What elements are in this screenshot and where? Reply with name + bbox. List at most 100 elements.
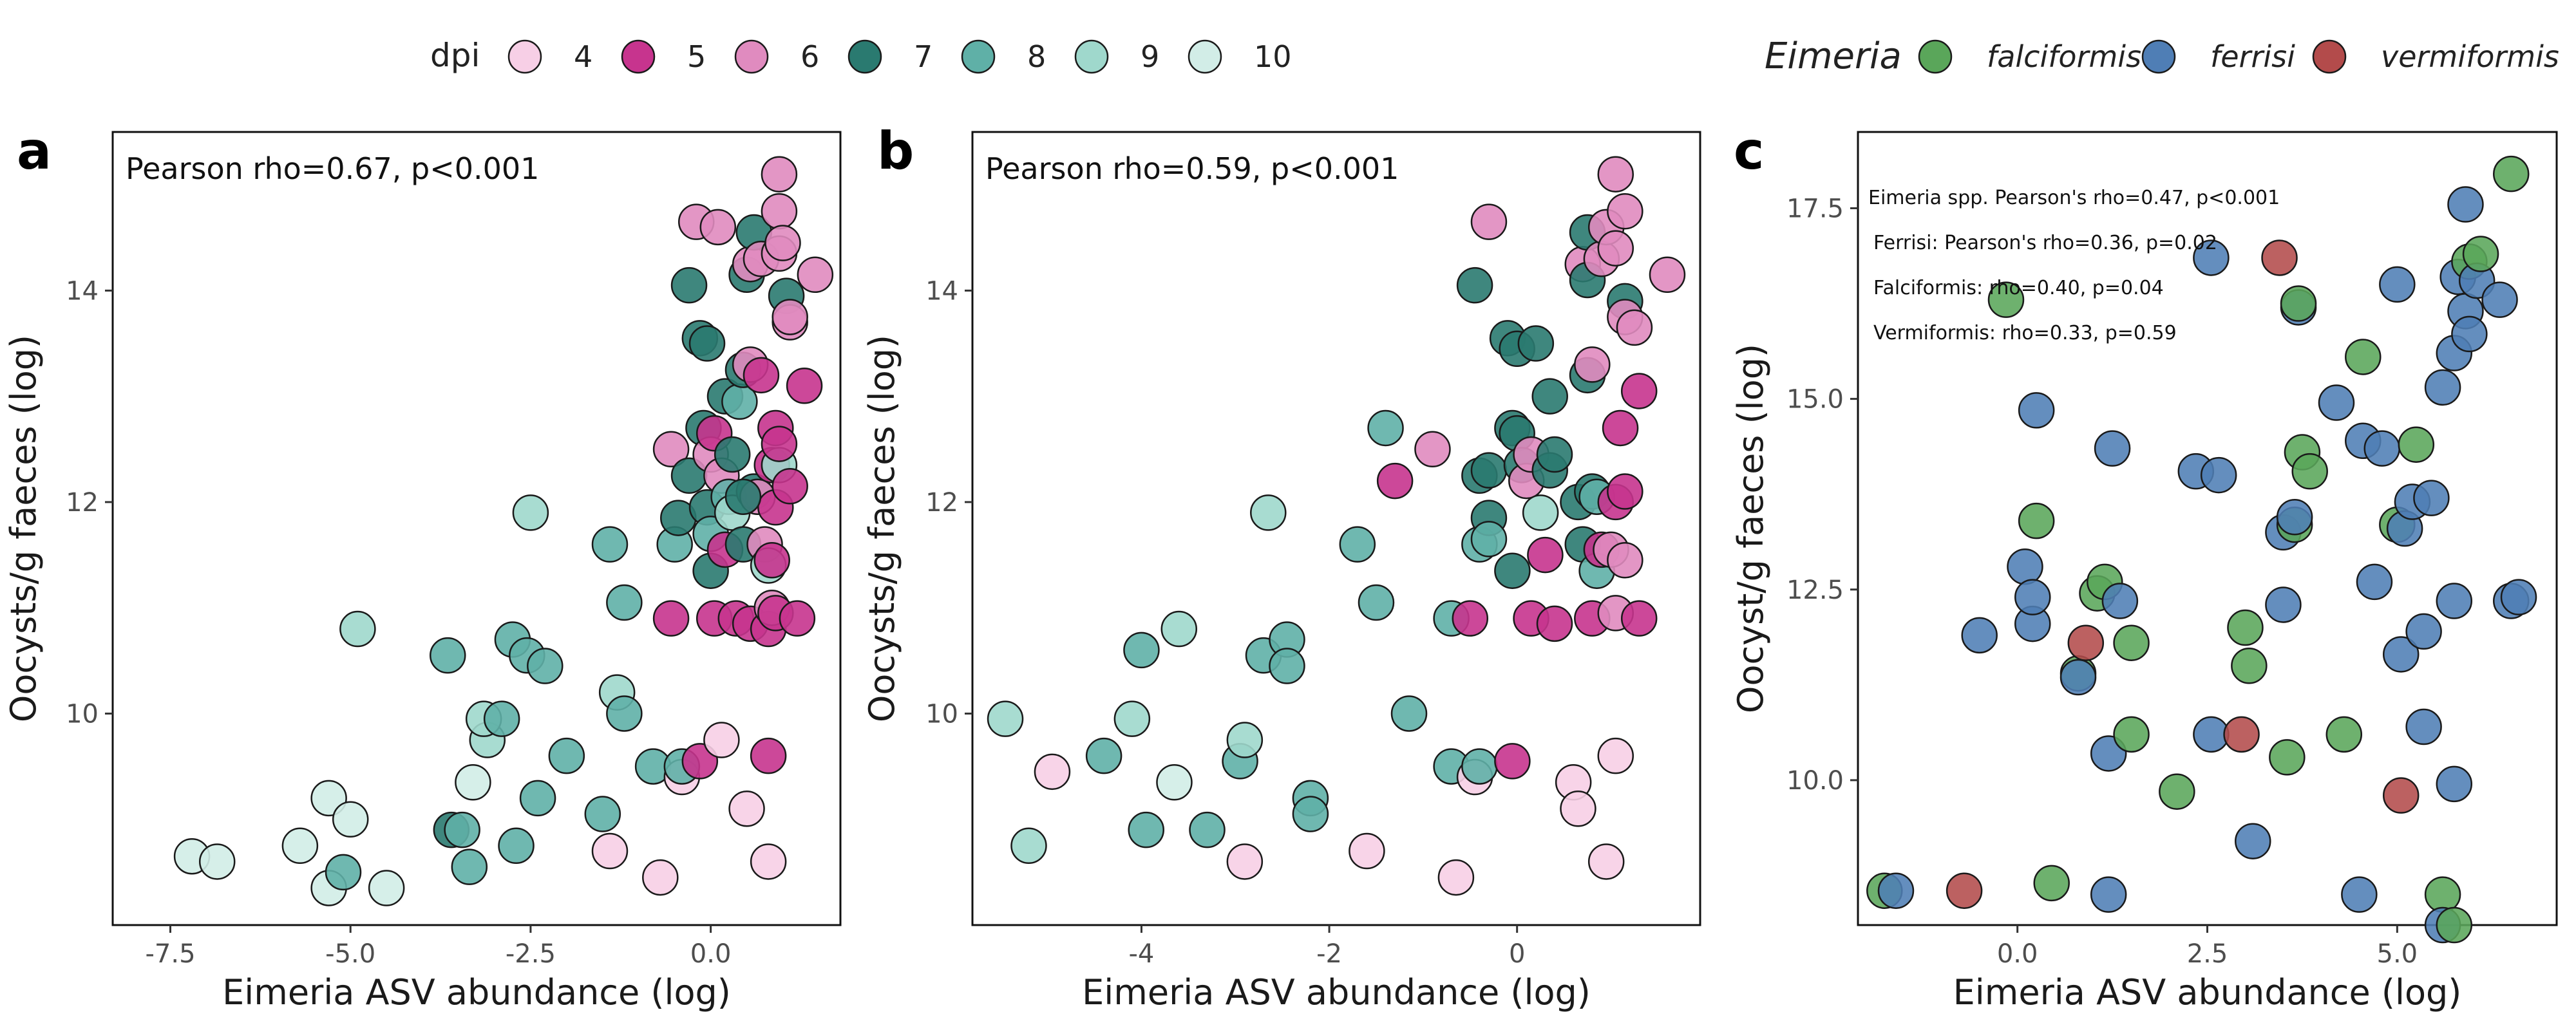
data-point-c bbox=[2413, 480, 2450, 516]
data-point-a bbox=[606, 584, 643, 621]
stat-annotation-line-c: Ferrisi: Pearson's rho=0.36, p=0.02 bbox=[1873, 232, 2217, 254]
data-point-a bbox=[591, 526, 629, 563]
data-point-b bbox=[1226, 722, 1264, 758]
data-point-a bbox=[750, 737, 787, 774]
panel-label-b: b bbox=[877, 121, 914, 181]
data-point-c bbox=[2424, 876, 2461, 913]
data-point-b bbox=[1085, 737, 1122, 774]
data-point-b bbox=[1620, 600, 1658, 637]
data-point-b bbox=[1536, 605, 1573, 642]
data-point-c bbox=[2447, 186, 2484, 223]
data-point-c bbox=[2014, 579, 2051, 615]
legend-dpi-label-5: 5 bbox=[687, 39, 706, 74]
x-tick-label-a: -7.5 bbox=[145, 939, 195, 969]
data-point-b bbox=[1536, 436, 1573, 473]
legend-eimeria-key-falciformis bbox=[1918, 39, 1953, 74]
data-point-b bbox=[1034, 753, 1071, 791]
data-point-a bbox=[483, 700, 520, 737]
data-point-b bbox=[1269, 648, 1305, 684]
y-tick-label-b: 12 bbox=[925, 488, 958, 518]
data-point-c bbox=[2067, 624, 2105, 661]
data-point-a bbox=[455, 763, 491, 801]
data-point-c bbox=[1987, 281, 2025, 318]
legend-dpi-label-6: 6 bbox=[800, 39, 819, 74]
data-point-c bbox=[2193, 716, 2230, 753]
panel-a-scatter: -7.5 -5.0 -2.5 0.0 10 12 14 Eimeria ASV abundan… bbox=[3, 131, 842, 1013]
x-axis-title-b: Eimeria ASV abundance (log) bbox=[1082, 972, 1591, 1013]
data-point-b bbox=[1597, 156, 1634, 192]
data-point-a bbox=[368, 870, 405, 906]
legend-eimeria: Eimeria falciformis ferrisi vermiformis bbox=[1765, 35, 2559, 77]
y-tick-label-b: 14 bbox=[925, 276, 958, 306]
data-point-c bbox=[2090, 876, 2127, 913]
data-point-b bbox=[1470, 521, 1508, 557]
data-point-c bbox=[2345, 339, 2382, 375]
legend-dpi: dpi 4 5 6 7 8 9 10 bbox=[430, 37, 1292, 74]
data-point-b bbox=[1367, 409, 1404, 447]
data-point-b bbox=[1620, 373, 1658, 409]
data-point-b bbox=[1128, 811, 1164, 848]
x-tick-label-a: -5.0 bbox=[325, 939, 375, 969]
data-point-a bbox=[591, 832, 629, 870]
data-point-b bbox=[1189, 811, 1226, 848]
data-point-c bbox=[2159, 773, 2195, 810]
legend-dpi-key-10 bbox=[1188, 39, 1222, 74]
data-point-b bbox=[1376, 462, 1414, 500]
data-point-c bbox=[2356, 563, 2393, 601]
data-point-a bbox=[703, 722, 740, 758]
legend-dpi-key-8 bbox=[961, 39, 996, 74]
legend-dpi-key-4 bbox=[507, 39, 542, 74]
data-point-b bbox=[1461, 748, 1498, 785]
data-point-c bbox=[2280, 285, 2317, 322]
data-point-b bbox=[1607, 542, 1643, 579]
data-point-c bbox=[2193, 239, 2230, 276]
data-point-b bbox=[1414, 431, 1451, 468]
data-point-a bbox=[429, 637, 466, 674]
data-point-b bbox=[1160, 610, 1198, 648]
data-point-c bbox=[2318, 384, 2355, 421]
data-point-c bbox=[2451, 315, 2488, 353]
data-point-b bbox=[1123, 632, 1160, 669]
data-point-b bbox=[987, 700, 1024, 737]
data-point-b bbox=[1649, 256, 1686, 294]
data-point-b bbox=[1292, 796, 1329, 832]
data-point-b bbox=[1607, 192, 1643, 230]
stat-annotation-b: Pearson rho=0.59, p<0.001 bbox=[985, 151, 1399, 186]
data-point-b bbox=[1527, 536, 1564, 574]
data-point-c bbox=[2033, 865, 2070, 902]
data-point-a bbox=[764, 225, 801, 261]
data-point-a bbox=[332, 801, 369, 838]
data-point-c bbox=[2113, 716, 2150, 753]
data-point-a bbox=[642, 859, 679, 896]
data-point-c bbox=[1961, 617, 1998, 654]
data-point-b bbox=[1587, 843, 1625, 880]
data-point-b bbox=[1456, 267, 1493, 304]
data-point-a bbox=[670, 267, 708, 304]
data-point-c bbox=[2269, 739, 2306, 776]
data-point-a bbox=[724, 478, 762, 515]
data-point-c bbox=[2341, 876, 2378, 913]
legend-eimeria-title: Eimeria bbox=[1765, 35, 1902, 77]
data-point-a bbox=[281, 827, 319, 865]
legend-dpi-label-10: 10 bbox=[1254, 39, 1292, 74]
data-point-b bbox=[1607, 473, 1643, 510]
data-point-c bbox=[2325, 716, 2363, 753]
data-point-a bbox=[339, 610, 376, 648]
data-point-a bbox=[743, 357, 780, 394]
y-tick-label-a: 10 bbox=[66, 699, 99, 729]
data-point-c bbox=[2007, 548, 2043, 585]
y-tick-label-c: 15.0 bbox=[1786, 385, 1844, 415]
data-point-b bbox=[1494, 743, 1531, 780]
data-point-c bbox=[2424, 369, 2461, 406]
data-point-b bbox=[1437, 859, 1475, 896]
x-axis-title-a: Eimeria ASV abundance (log) bbox=[222, 972, 731, 1013]
stat-annotation-a: Pearson rho=0.67, p<0.001 bbox=[126, 151, 539, 186]
data-point-c bbox=[2436, 583, 2473, 619]
data-point-a bbox=[325, 854, 362, 891]
data-point-c bbox=[2382, 636, 2420, 673]
legend-dpi-label-8: 8 bbox=[1027, 39, 1046, 74]
data-point-c bbox=[1946, 872, 1983, 909]
x-tick-label-a: -2.5 bbox=[506, 939, 556, 969]
data-point-a bbox=[728, 791, 765, 827]
data-point-a bbox=[451, 848, 488, 885]
